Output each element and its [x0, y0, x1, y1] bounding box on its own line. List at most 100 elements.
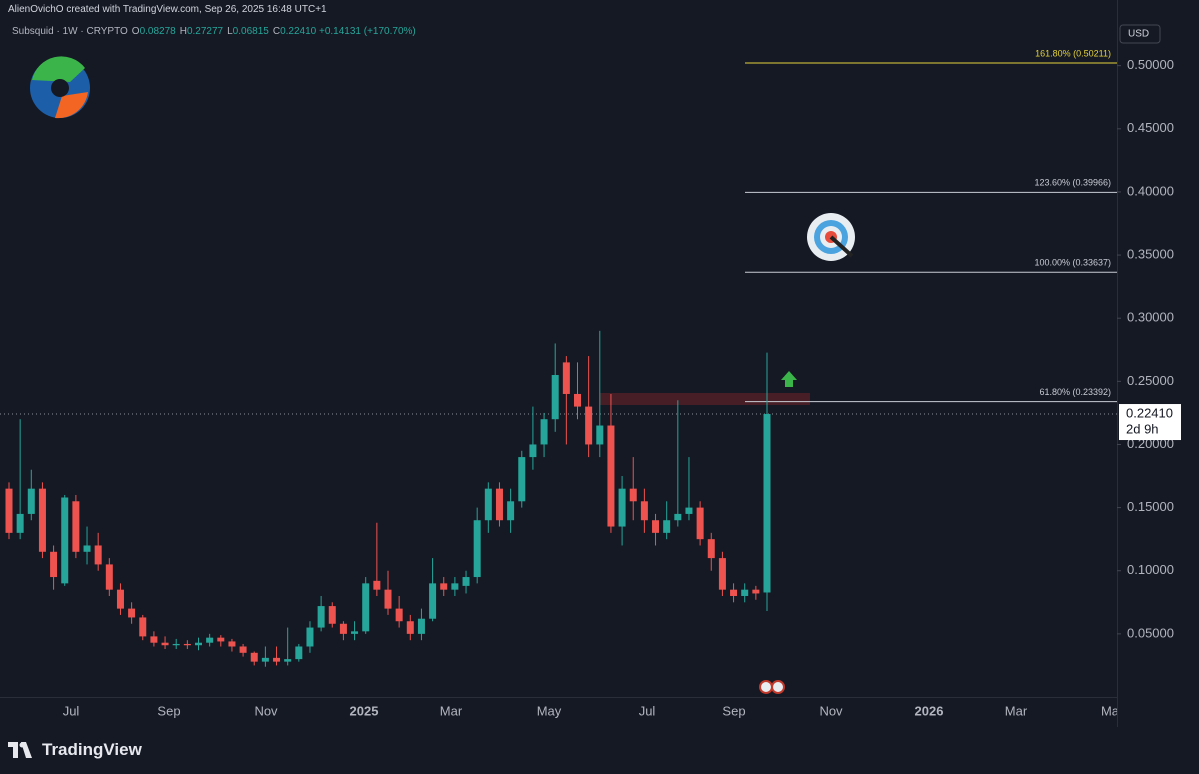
symbol: Subsquid · 1W · CRYPTO	[12, 26, 128, 37]
ohlc-key: L	[227, 26, 233, 37]
price-tag-value: 0.22410	[1126, 405, 1173, 420]
candle-body	[707, 539, 715, 559]
candle-body	[261, 657, 269, 662]
candle-body	[72, 501, 80, 552]
ohlc-value: 0.27277	[186, 26, 224, 37]
candle-body	[217, 637, 225, 642]
header: AlienOvichO created with TradingView.com…	[8, 4, 327, 15]
event-icons	[759, 680, 785, 694]
candle-body	[351, 631, 359, 634]
candle-body	[752, 589, 760, 594]
fib-label: 161.80% (0.50211)	[1035, 48, 1111, 58]
resistance-zone	[600, 393, 810, 405]
candle-body	[451, 583, 459, 590]
ohlc-value: 0.06815	[232, 26, 269, 37]
candle-body	[730, 589, 738, 596]
candle-body	[116, 589, 124, 609]
candle-body	[507, 501, 515, 521]
candle-body	[328, 606, 336, 624]
y-tick-label: 0.05000	[1127, 625, 1174, 640]
candle-body	[395, 608, 403, 622]
candle-body	[618, 488, 626, 527]
y-tick-label: 0.15000	[1127, 499, 1174, 514]
y-tick-label: 0.25000	[1127, 373, 1174, 388]
x-tick-label: Nov	[819, 703, 843, 718]
candle-body	[284, 659, 292, 662]
brand-mark	[8, 742, 32, 758]
target-icon	[807, 213, 855, 261]
candle-body	[250, 652, 258, 662]
candle-body	[763, 414, 771, 593]
x-tick-label: Sep	[722, 703, 745, 718]
candle-body	[273, 657, 281, 662]
candle-body	[83, 545, 91, 552]
candle-body	[150, 636, 158, 643]
candle-body	[495, 488, 503, 521]
candle-body	[406, 621, 414, 634]
chart: USD 161.80% (0.50211) 123.60% (0.39966) 10…	[0, 0, 1181, 727]
x-tick-label: Mar	[440, 703, 463, 718]
candle-body	[183, 643, 191, 646]
candle-body	[629, 488, 637, 502]
candle-body	[518, 457, 526, 502]
brand-name: TradingView	[42, 740, 142, 759]
candle-body	[718, 558, 726, 590]
candle-body	[228, 641, 236, 647]
candle-body	[5, 488, 13, 533]
x-tick-label: Sep	[157, 703, 180, 718]
fib-label: 100.00% (0.33637)	[1034, 258, 1111, 268]
candle-body	[440, 583, 448, 590]
symbol-line: Subsquid · 1W · CRYPTO O0.08278 H0.27277 L0…	[12, 26, 416, 37]
candle-body	[562, 362, 570, 394]
candle-body	[384, 589, 392, 609]
ohlc: O0.08278 H0.27277 L0.06815 C0.22410	[128, 26, 316, 37]
x-tick-label: Jul	[63, 703, 80, 718]
candle-body	[38, 488, 46, 552]
candle-body	[295, 646, 303, 660]
candle-body	[206, 637, 214, 643]
candle-body	[551, 375, 559, 420]
candle-body	[607, 425, 615, 527]
x-tick-label: Ma	[1101, 703, 1120, 718]
candle-body	[128, 608, 136, 618]
logo	[30, 56, 90, 119]
y-tick-label: 0.40000	[1127, 183, 1174, 198]
ohlc-value: 0.22410	[280, 26, 317, 37]
ohlc-value: 0.08278	[139, 26, 176, 37]
candle-body	[417, 618, 425, 634]
candle-body	[239, 646, 247, 653]
candle-body	[50, 551, 58, 578]
candle-body	[540, 419, 548, 445]
x-tick-label: Nov	[254, 703, 278, 718]
change: +0.14131 (+170.70%)	[319, 26, 416, 37]
candle-body	[139, 617, 147, 637]
candle-body	[529, 444, 537, 458]
candle-body	[16, 513, 24, 533]
x-tick-label: Jul	[639, 703, 656, 718]
price-tag	[1119, 404, 1181, 441]
fib-label: 123.60% (0.39966)	[1034, 178, 1111, 188]
x-tick-label: May	[537, 703, 562, 718]
price-tag-countdown: 2d 9h	[1126, 421, 1159, 436]
candle-body	[317, 606, 325, 628]
currency-box	[1119, 24, 1161, 44]
candle-body	[574, 393, 581, 407]
candle-body	[585, 406, 593, 445]
candle-body	[339, 623, 347, 634]
candle-body	[640, 501, 648, 521]
candle-body	[674, 513, 682, 521]
candle-body	[362, 583, 370, 632]
x-tick-label: Mar	[1005, 703, 1028, 718]
candle-body	[373, 580, 381, 590]
candle-body	[161, 642, 169, 646]
fib-label: 61.80% (0.23392)	[1039, 387, 1111, 397]
ohlc-key: H	[179, 26, 187, 37]
up-arrow-icon	[779, 369, 799, 389]
candle-body	[685, 507, 693, 514]
ohlc-key: O	[131, 26, 140, 37]
y-tick-label: 0.30000	[1127, 310, 1174, 325]
y-tick-label: 0.50000	[1127, 57, 1174, 72]
currency: USD	[1128, 29, 1149, 40]
candle-body	[741, 589, 749, 596]
